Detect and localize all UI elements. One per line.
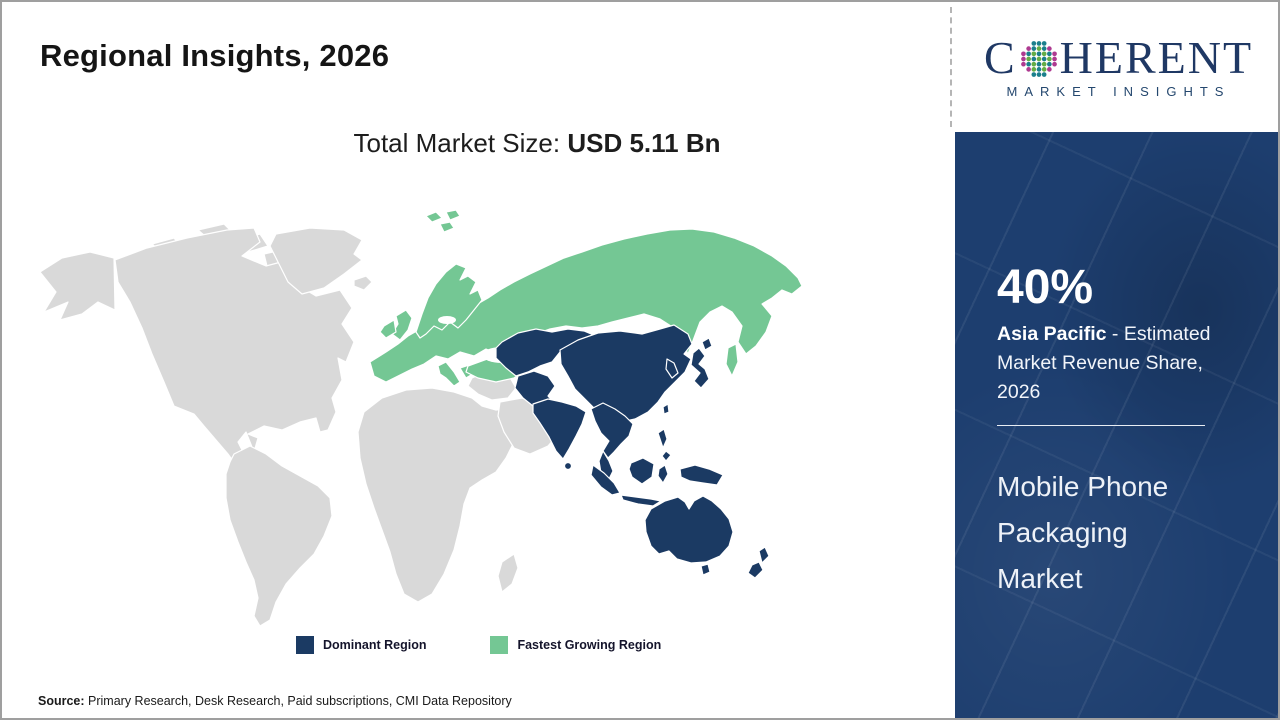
- fastest-growing-region-swatch: [490, 636, 509, 654]
- region-europe-russia: [369, 209, 803, 387]
- legend-item-dominant: Dominant Region: [296, 636, 426, 654]
- stat-desc-text: - Estimated Market Revenue Share, 2026: [997, 323, 1211, 403]
- legend-item-fastest-growing: Fastest Growing Region: [490, 636, 661, 654]
- market-name: Mobile Phone Packaging Market: [997, 471, 1169, 594]
- logo-letters-rest: HERENT: [1059, 32, 1254, 83]
- dashed-separator: [950, 7, 952, 127]
- logo-letter-c: C: [983, 32, 1017, 83]
- highlight-panel: 40% Asia Pacific - Estimated Market Reve…: [955, 132, 1278, 718]
- world-map: [2, 2, 955, 718]
- region-rest-of-world: [39, 223, 563, 627]
- total-market-size: Total Market Size: USD 5.11 Bn: [122, 128, 952, 159]
- panel-divider: [997, 425, 1205, 426]
- source-label: Source:: [38, 694, 85, 708]
- legend-label: Fastest Growing Region: [517, 638, 662, 652]
- region-asia-pacific: [495, 324, 770, 579]
- legend-label: Dominant Region: [323, 638, 427, 652]
- source-text: Primary Research, Desk Research, Paid su…: [84, 694, 512, 708]
- stat-value: 40%: [997, 261, 1094, 314]
- brand-logo-wordmark: C HERENT: [984, 35, 1253, 81]
- right-column: C HERENT MARKET INSIGHTS 40% Asia Pacifi…: [955, 2, 1278, 718]
- dominant-region-swatch: [296, 636, 314, 654]
- total-market-size-label: Total Market Size:: [353, 128, 568, 158]
- brand-logo-subtitle: MARKET INSIGHTS: [1006, 84, 1231, 99]
- map-legend: Dominant Region Fastest Growing Region: [296, 636, 661, 654]
- brand-logo: C HERENT MARKET INSIGHTS: [955, 2, 1278, 132]
- stat-region: Asia Pacific: [997, 323, 1107, 345]
- page-title: Regional Insights, 2026: [40, 38, 390, 73]
- total-market-size-value: USD 5.11 Bn: [567, 128, 721, 158]
- logo-globe-icon: [1020, 41, 1057, 77]
- world-map-svg: [39, 209, 803, 627]
- source-line: Source: Primary Research, Desk Research,…: [38, 694, 512, 708]
- stat-description: Asia Pacific - Estimated Market Revenue …: [997, 320, 1235, 407]
